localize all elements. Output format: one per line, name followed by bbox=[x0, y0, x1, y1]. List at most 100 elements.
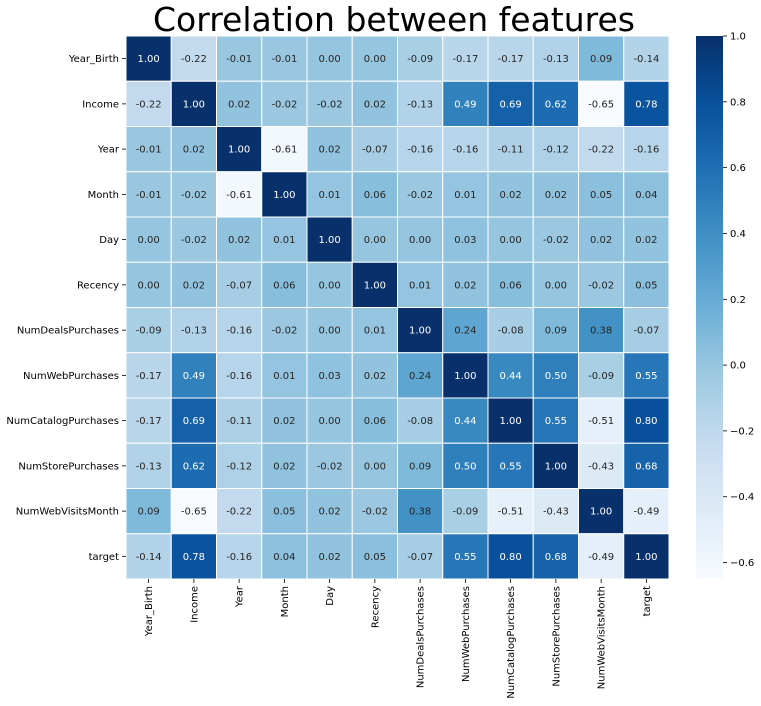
heatmap-cell bbox=[351, 80, 398, 127]
cell-value-label: -0.43 bbox=[543, 507, 569, 518]
cell-value-label: 0.80 bbox=[635, 416, 657, 427]
heatmap-cell bbox=[261, 397, 308, 444]
heatmap-cell bbox=[351, 533, 398, 580]
cell-value-label: 0.02 bbox=[590, 235, 612, 246]
cell-value-label: 0.00 bbox=[409, 235, 431, 246]
cell-value-label: 0.02 bbox=[183, 145, 205, 156]
cell-value-label: -0.01 bbox=[271, 54, 297, 65]
cell-value-label: -0.16 bbox=[452, 145, 478, 156]
cell-value-label: 0.02 bbox=[318, 552, 340, 563]
heatmap-cell bbox=[216, 352, 263, 399]
cell-value-label: 0.02 bbox=[635, 235, 657, 246]
cell-value-label: 0.78 bbox=[635, 99, 657, 110]
heatmap-cell bbox=[623, 35, 670, 82]
cell-value-label: 0.68 bbox=[545, 552, 567, 563]
x-tick-label: NumCatalogPurchases bbox=[506, 586, 517, 699]
cell-value-label: 0.09 bbox=[409, 461, 431, 472]
y-tick-labels: Year_Birth Income Year Month Day Recency NumDe… bbox=[6, 54, 126, 563]
heatmap-cell bbox=[306, 307, 353, 354]
cell-value-label: -0.14 bbox=[633, 54, 659, 65]
cell-value-label: -0.13 bbox=[136, 461, 162, 472]
cell-value-label: 1.00 bbox=[454, 371, 476, 382]
heatmap-cell bbox=[623, 171, 670, 218]
heatmap-cell bbox=[532, 261, 579, 308]
heatmap-cell bbox=[623, 261, 670, 308]
cell-value-label: 1.00 bbox=[409, 326, 431, 337]
cell-value-label: 0.55 bbox=[454, 552, 476, 563]
heatmap-cell bbox=[261, 80, 308, 127]
cell-value-label: 0.44 bbox=[454, 416, 476, 427]
cell-value-label: -0.61 bbox=[226, 190, 252, 201]
cell-value-label: 1.00 bbox=[635, 552, 657, 563]
cell-value-label: -0.13 bbox=[181, 326, 207, 337]
cell-value-label: -0.13 bbox=[543, 54, 569, 65]
chart-title: Correlation between features bbox=[153, 0, 635, 39]
heatmap-cell bbox=[261, 442, 308, 489]
colorbar-tick-label: −0.4 bbox=[730, 492, 754, 503]
heatmap-cell bbox=[216, 216, 263, 263]
heatmap-cell bbox=[578, 397, 625, 444]
heatmap-cell bbox=[442, 35, 489, 82]
heatmap-cell bbox=[397, 397, 444, 444]
heatmap-cell bbox=[351, 488, 398, 535]
y-tick-label: Recency bbox=[77, 280, 119, 291]
cell-value-label: 0.02 bbox=[318, 145, 340, 156]
heatmap-cell bbox=[351, 35, 398, 82]
cell-value-label: -0.65 bbox=[181, 507, 207, 518]
heatmap-cell bbox=[306, 126, 353, 173]
cell-value-label: -0.02 bbox=[362, 507, 388, 518]
heatmap-cells: 1.00 -0.22 -0.01 -0.01 0.00 0.00 -0.09 -0.17 -0.… bbox=[125, 35, 670, 580]
heatmap-cell bbox=[170, 216, 217, 263]
cell-value-label: -0.07 bbox=[362, 145, 388, 156]
cell-value-label: 0.01 bbox=[364, 326, 386, 337]
x-tick-label: Month bbox=[280, 586, 291, 617]
heatmap-cell bbox=[306, 442, 353, 489]
cell-value-label: -0.16 bbox=[226, 371, 252, 382]
cell-value-label: -0.09 bbox=[136, 326, 162, 337]
cell-value-label: -0.14 bbox=[136, 552, 162, 563]
heatmap-cell bbox=[261, 488, 308, 535]
heatmap-cell bbox=[170, 442, 217, 489]
cell-value-label: 1.00 bbox=[228, 145, 250, 156]
heatmap-cell bbox=[487, 307, 534, 354]
cell-value-label: 0.01 bbox=[454, 190, 476, 201]
y-tick-label: Year_Birth bbox=[68, 54, 119, 65]
cell-value-label: -0.02 bbox=[271, 99, 297, 110]
heatmap-cell bbox=[532, 35, 579, 82]
heatmap-cell bbox=[351, 171, 398, 218]
y-tick-label: Income bbox=[82, 99, 119, 110]
heatmap-cell bbox=[578, 307, 625, 354]
cell-value-label: 0.49 bbox=[183, 371, 205, 382]
heatmap-cell bbox=[170, 35, 217, 82]
cell-value-label: -0.07 bbox=[226, 280, 252, 291]
heatmap-cell bbox=[442, 397, 489, 444]
cell-value-label: -0.49 bbox=[633, 507, 659, 518]
cell-value-label: -0.51 bbox=[588, 416, 614, 427]
heatmap-cell bbox=[442, 216, 489, 263]
cell-value-label: 0.68 bbox=[635, 461, 657, 472]
cell-value-label: 0.80 bbox=[499, 552, 521, 563]
cell-value-label: 1.00 bbox=[137, 54, 159, 65]
cell-value-label: 0.00 bbox=[545, 280, 567, 291]
cell-value-label: -0.09 bbox=[588, 371, 614, 382]
heatmap-cell bbox=[170, 307, 217, 354]
cell-value-label: 0.00 bbox=[137, 235, 159, 246]
x-tick-label: Year_Birth bbox=[144, 586, 155, 637]
heatmap-cell bbox=[487, 488, 534, 535]
cell-value-label: 0.03 bbox=[454, 235, 476, 246]
heatmap-cell bbox=[170, 488, 217, 535]
colorbar-tick-label: 0.8 bbox=[730, 97, 746, 108]
cell-value-label: 0.06 bbox=[499, 280, 521, 291]
heatmap-cell bbox=[442, 488, 489, 535]
cell-value-label: 0.00 bbox=[137, 280, 159, 291]
cell-value-label: 0.02 bbox=[364, 371, 386, 382]
heatmap-cell bbox=[623, 397, 670, 444]
heatmap-cell bbox=[306, 80, 353, 127]
heatmap-cell bbox=[170, 397, 217, 444]
cell-value-label: 1.00 bbox=[499, 416, 521, 427]
heatmap-cell bbox=[532, 533, 579, 580]
cell-value-label: -0.61 bbox=[271, 145, 297, 156]
heatmap-cell bbox=[532, 307, 579, 354]
heatmap-cell bbox=[442, 442, 489, 489]
cell-value-label: 0.38 bbox=[590, 326, 612, 337]
